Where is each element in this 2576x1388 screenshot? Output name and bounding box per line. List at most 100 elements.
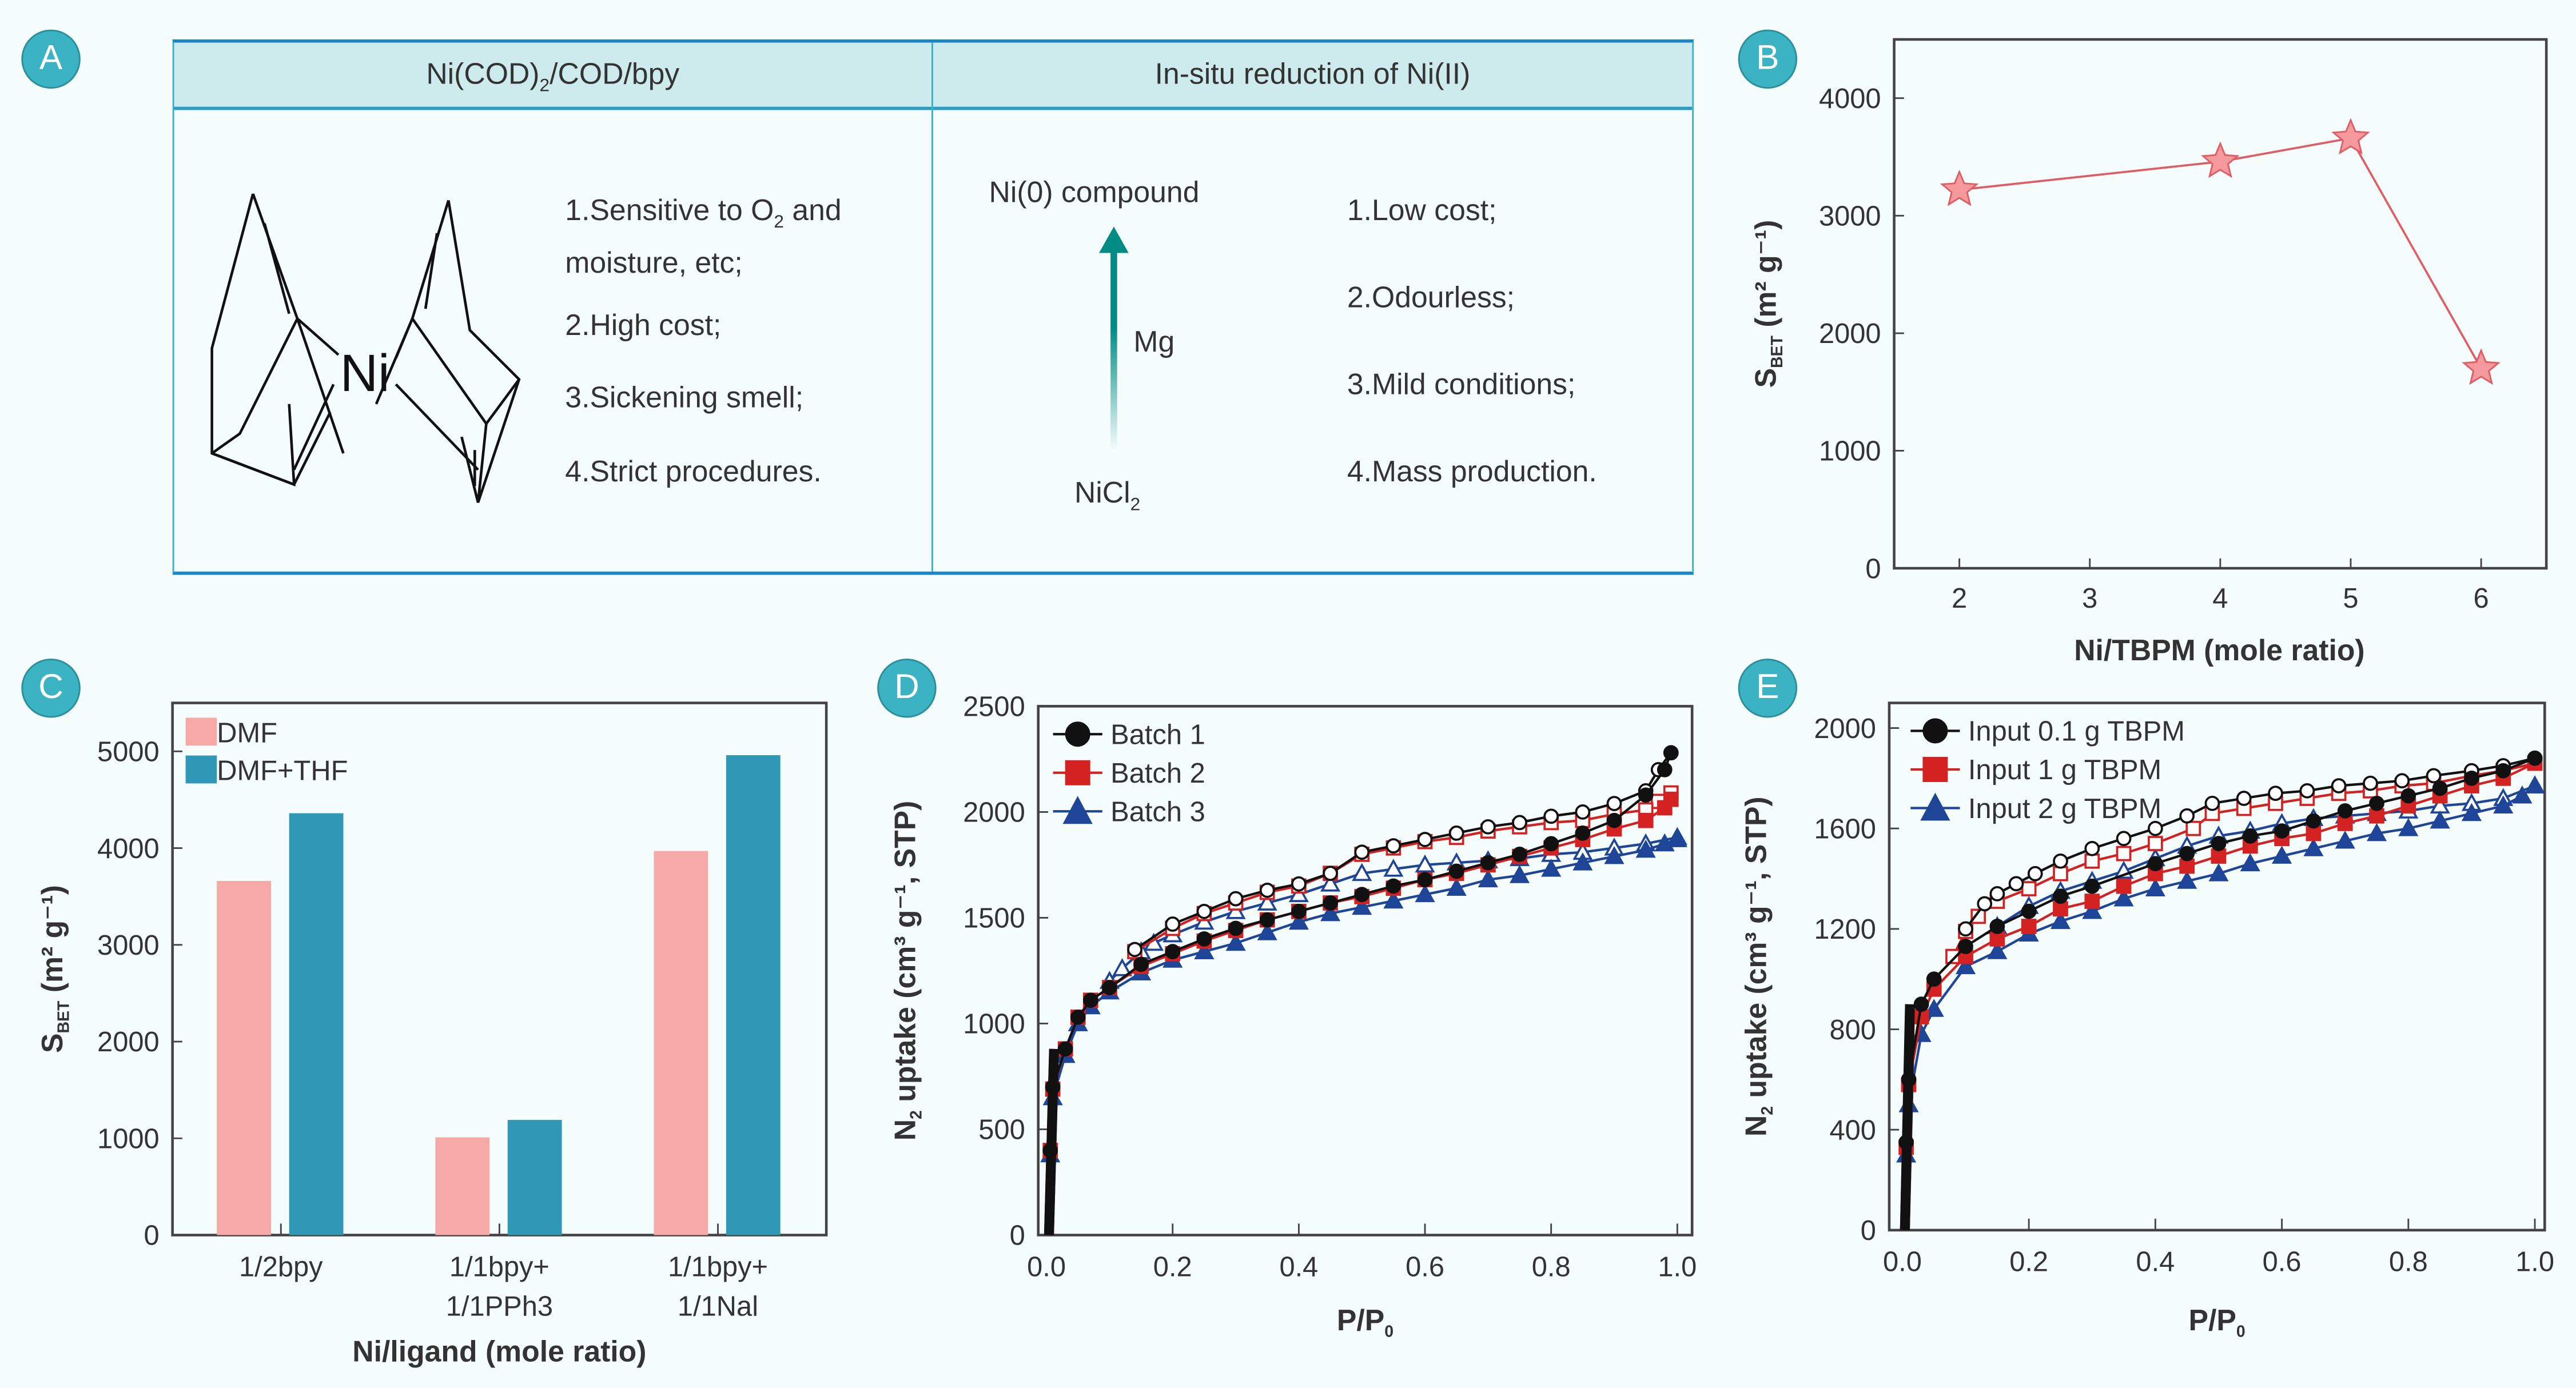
adsorption-point	[1417, 872, 1433, 888]
desorption-point	[1165, 916, 1181, 932]
legend-marker	[1065, 721, 1090, 747]
adsorption-point	[1070, 1009, 1086, 1025]
adsorption-point	[1663, 791, 1679, 807]
adsorption-point	[2335, 830, 2355, 849]
desorption-point	[2236, 791, 2252, 806]
axis-title-sub: BET	[55, 1000, 73, 1034]
adsorption-point	[1259, 912, 1275, 928]
desorption-point	[2204, 795, 2220, 811]
axis-title: P/P0	[2189, 1303, 2245, 1341]
adsorption-point	[2021, 903, 2037, 919]
adsorption-point	[2053, 888, 2068, 904]
chart-b: 2 3 4 5 6 0 1000 2000 3000 4000 Ni/TBPM (mole rati…	[1749, 38, 2548, 667]
legend-swatch	[185, 755, 217, 784]
axis-title: SBET (m² g⁻¹)	[1749, 220, 1786, 388]
desorption-point	[2148, 820, 2163, 836]
right-header: In-situ reduction of Ni(II)	[933, 42, 1693, 110]
chart-c: 0 1000 2000 3000 4000 5000 1/2bpy 1/1bpy+ 1/1PPh…	[35, 701, 828, 1368]
x-tick-label: 1/1PPh3	[446, 1291, 553, 1322]
left-header-sub: 2	[539, 76, 550, 97]
x-tick-label: 6	[2474, 583, 2489, 614]
desorption-point	[1320, 874, 1341, 892]
adsorption-point	[2398, 818, 2419, 836]
adsorption-point	[2211, 836, 2227, 851]
desorption-point	[2053, 853, 2068, 869]
desorption-point	[1194, 911, 1215, 930]
adsorption-point	[2464, 771, 2479, 786]
scheme-reactant: NiCl2	[1074, 476, 1141, 515]
legend-swatch	[185, 717, 217, 746]
desorption-point	[2116, 831, 2132, 847]
adsorption-point	[1572, 852, 1593, 871]
y-tick-label: 1000	[963, 1009, 1025, 1040]
adsorption-point	[2113, 888, 2134, 907]
adsorption-point	[1448, 863, 1464, 879]
adsorption-point	[2303, 838, 2324, 856]
y-tick-label: 4000	[1819, 83, 1881, 114]
adsorption-point	[1352, 896, 1372, 915]
desorption-point	[2053, 865, 2068, 882]
panel-label-c: C	[21, 659, 81, 718]
y-tick-label: 0	[1865, 553, 1881, 584]
axis-title-sub: 2	[907, 1110, 926, 1119]
desorption-point	[2185, 820, 2201, 836]
axis-title: N2 uptake (cm³ g⁻¹, STP)	[1739, 796, 1776, 1136]
desorption-point	[1352, 863, 1372, 882]
right-item-4: 4.Mass production.	[1347, 454, 1597, 488]
adsorption-point	[2369, 795, 2384, 811]
desorption-point	[1291, 876, 1307, 892]
legend-label: Batch 1	[1110, 719, 1205, 750]
axis-title-sub: 0	[2236, 1323, 2245, 1341]
legend-label: Batch 2	[1110, 758, 1205, 789]
adsorption-point	[1606, 812, 1622, 828]
y-tick-label: 2000	[1819, 318, 1881, 349]
adsorption-point	[1604, 845, 1625, 864]
adsorption-point	[1543, 836, 1559, 852]
adsorption-point	[2242, 828, 2258, 844]
desorption-point	[1543, 808, 1559, 824]
low-pressure-cluster	[1900, 1004, 1915, 1231]
adsorption-point	[1165, 944, 1181, 959]
adsorption-point	[1663, 745, 1679, 761]
chart-e: 0.0 0.2 0.4 0.6 0.8 1.0 0 400 800 1200 1600 2000 Inp…	[1739, 701, 2554, 1341]
adsorption-point	[1323, 895, 1338, 911]
x-tick-label: 0.6	[2263, 1247, 2302, 1278]
axis-title: N2 uptake (cm³ g⁻¹, STP)	[888, 801, 925, 1141]
adsorption-point	[2021, 919, 2037, 934]
x-tick-label: 3	[2082, 583, 2097, 614]
y-tick-label: 2000	[1814, 713, 1876, 744]
adsorption-point	[1057, 1041, 1073, 1057]
desorption-point	[1958, 921, 1973, 937]
legend-label: DMF+THF	[217, 756, 348, 787]
adsorption-point	[2337, 803, 2353, 819]
adsorption-point	[2148, 856, 2163, 872]
desorption-point	[1354, 844, 1370, 860]
adsorption-point	[2306, 825, 2322, 841]
low-pressure-cluster	[1044, 1048, 1059, 1235]
adsorption-point	[1196, 931, 1212, 947]
adsorption-point	[2084, 894, 2100, 909]
axis-title-unit: (m² g⁻¹)	[35, 885, 69, 1000]
desorption-point	[2116, 845, 2132, 861]
adsorption-point	[2053, 901, 2068, 917]
desorption-point	[1383, 859, 1404, 877]
chart-d: 0.0 0.2 0.4 0.6 0.8 1.0 0 500 1000 1500 2000 2500 Ba…	[888, 692, 1697, 1341]
desorption-point	[1259, 882, 1275, 898]
series-line	[1959, 137, 2482, 369]
left-item-2: 2.High cost;	[565, 309, 722, 342]
x-tick-label: 0.0	[1883, 1247, 1922, 1278]
scheme-product: Ni(0) compound	[989, 176, 1200, 209]
desorption-point	[1323, 865, 1338, 882]
x-tick-label: 0.2	[1153, 1251, 1192, 1282]
legend-marker	[1065, 760, 1090, 785]
axis-title-main: N	[1739, 1115, 1772, 1136]
desorption-point	[1228, 891, 1244, 907]
adsorption-point	[2177, 871, 2197, 889]
data-point	[2201, 141, 2240, 178]
column-divider	[931, 42, 933, 572]
adsorption-point	[1291, 903, 1307, 919]
adsorption-point	[1541, 859, 1562, 877]
legend-label: Input 2 g TBPM	[1968, 793, 2161, 824]
